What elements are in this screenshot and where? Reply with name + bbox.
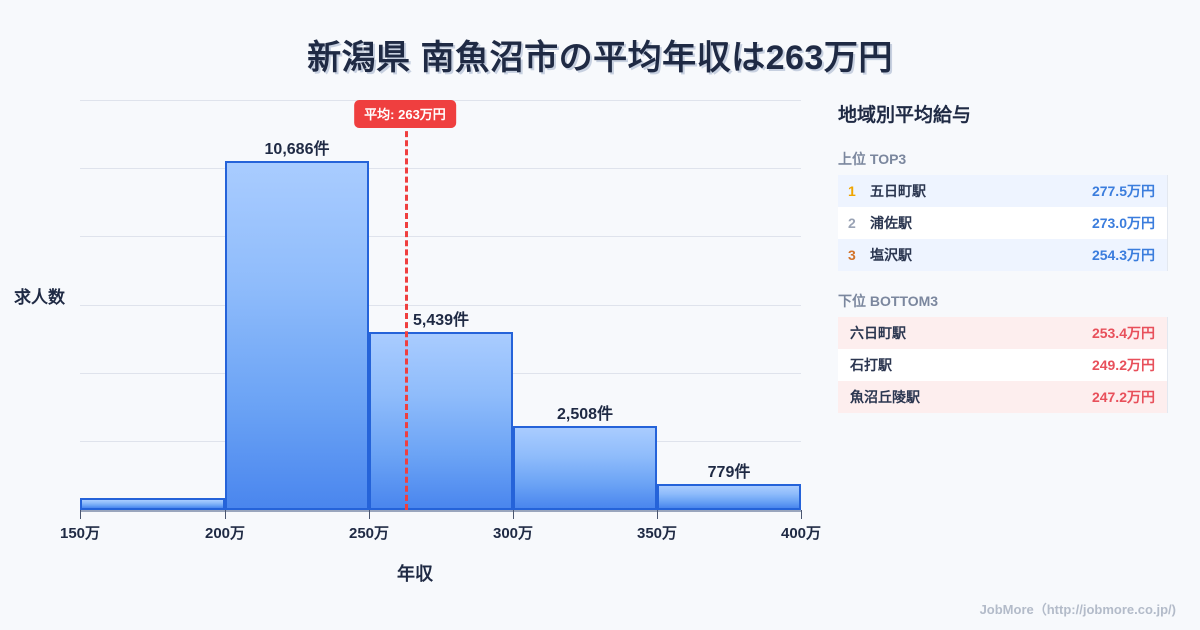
table-row[interactable]: 2 浦佐駅 273.0万円: [838, 207, 1167, 239]
x-axis-line: [80, 510, 801, 512]
page-title: 新潟県 南魚沼市の平均年収は263万円: [307, 39, 893, 77]
histogram-chart: 求人数 10,686件 5,439件 2,508件 779件 平均: 263万円…: [0, 90, 830, 600]
bar-150-200[interactable]: [80, 498, 225, 510]
x-tick: [657, 510, 658, 519]
table-row[interactable]: 魚沼丘陵駅 247.2万円: [838, 381, 1167, 413]
station-name: 六日町駅: [850, 325, 906, 341]
y-axis-title: 求人数: [14, 288, 65, 307]
station-name: 浦佐駅: [870, 215, 912, 231]
plot-area: 10,686件 5,439件 2,508件 779件 平均: 263万円 150…: [60, 100, 821, 600]
average-line: [405, 122, 408, 510]
table-row[interactable]: 3 塩沢駅 254.3万円: [838, 239, 1167, 271]
table-row[interactable]: 石打駅 249.2万円: [838, 349, 1167, 381]
x-tick-label: 250万: [348, 525, 390, 542]
bar-350-400[interactable]: [657, 484, 801, 510]
table-row[interactable]: 六日町駅 253.4万円: [838, 317, 1167, 349]
bottom3-table: 六日町駅 253.4万円 石打駅 249.2万円 魚沼丘陵駅 247.2万円: [838, 317, 1168, 413]
bar-value-label: 2,508件: [556, 406, 614, 423]
station-name: 塩沢駅: [870, 247, 912, 263]
x-tick-label: 400万: [780, 525, 822, 542]
footer-credit: JobMore（http://jobmore.co.jp/): [979, 602, 1176, 617]
gridline: [80, 305, 801, 306]
table-row[interactable]: 1 五日町駅 277.5万円: [838, 175, 1167, 207]
bar-value-label: 779件: [707, 464, 751, 481]
salary-value: 247.2万円: [1091, 389, 1155, 405]
salary-value: 277.5万円: [1091, 183, 1155, 199]
x-tick: [513, 510, 514, 519]
bottom3-heading: 下位 BOTTOM3: [838, 293, 939, 309]
x-tick-label: 300万: [492, 525, 534, 542]
station-name: 石打駅: [850, 357, 892, 373]
salary-value: 249.2万円: [1091, 357, 1155, 373]
x-tick-label: 200万: [204, 525, 246, 542]
gridline: [80, 236, 801, 237]
station-name: 五日町駅: [870, 183, 926, 199]
x-tick: [80, 510, 81, 519]
bar-300-350[interactable]: [513, 426, 657, 510]
bar-200-250[interactable]: [225, 161, 369, 510]
top3-table: 1 五日町駅 277.5万円 2 浦佐駅 273.0万円 3 塩沢駅 254.3…: [838, 175, 1168, 271]
x-tick: [225, 510, 226, 519]
average-badge: 平均: 263万円: [354, 100, 456, 128]
salary-value: 253.4万円: [1091, 325, 1155, 341]
gridline: [80, 168, 801, 169]
bar-value-label: 10,686件: [264, 141, 330, 158]
rank-number: 1: [848, 183, 856, 199]
x-tick: [801, 510, 802, 519]
salary-value: 273.0万円: [1091, 215, 1155, 231]
top3-heading: 上位 TOP3: [838, 151, 907, 167]
regional-salary-panel: 地域別平均給与 上位 TOP3 1 五日町駅 277.5万円 2 浦佐駅 273…: [838, 100, 1168, 433]
x-tick: [369, 510, 370, 519]
rank-number: 2: [848, 215, 856, 231]
station-name: 魚沼丘陵駅: [850, 389, 920, 405]
salary-value: 254.3万円: [1091, 247, 1155, 263]
bar-value-label: 5,439件: [412, 312, 470, 329]
x-axis-title: 年収: [397, 564, 433, 584]
x-tick-label: 150万: [59, 525, 101, 542]
x-tick-label: 350万: [636, 525, 678, 542]
bar-250-300[interactable]: [369, 332, 513, 510]
rank-number: 3: [848, 247, 856, 263]
sidebar-title: 地域別平均給与: [838, 105, 972, 126]
